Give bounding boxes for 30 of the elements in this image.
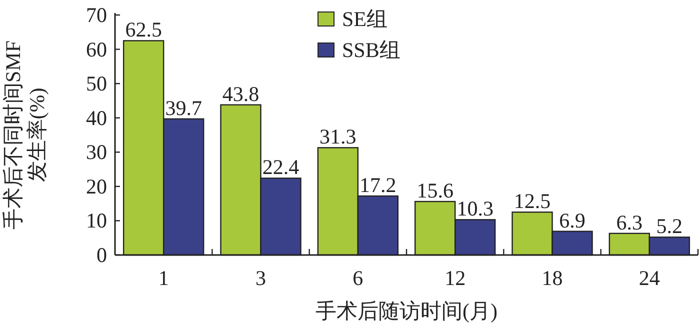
x-tick-label: 3 [256,266,266,290]
x-tick-label: 18 [542,266,563,290]
data-label: 15.6 [416,178,454,203]
data-label: 5.2 [656,214,683,238]
x-tick-label: 12 [444,266,466,290]
y-tick-label: 70 [86,3,107,27]
data-label: 17.2 [360,173,396,198]
x-tick-label: 24 [638,266,660,290]
y-tick-label: 0 [96,243,107,267]
legend-label: SE组 [342,7,388,31]
y-tick-label: 50 [86,72,107,96]
data-label: 6.3 [616,210,643,234]
x-tick-label: 1 [158,266,169,290]
y-axis-title: 手术后不同时间SMF 发生率(%) [1,40,49,230]
y-tick-label: 10 [86,208,107,233]
data-label: 22.4 [262,155,300,180]
y-tick-label: 20 [86,174,107,198]
data-label: 31.3 [320,124,356,149]
data-label: 10.3 [456,196,494,221]
y-tick-label: 30 [86,140,107,164]
data-label: 62.5 [125,18,162,42]
data-label: 12.5 [514,189,551,214]
data-label: 6.9 [559,208,586,232]
y-tick-label: 60 [86,37,107,62]
y-tick-label: 40 [86,106,107,130]
legend-label: SSB组 [342,38,400,62]
x-axis-title: 手术后随访时间(月) [316,299,498,323]
x-tick-label: 6 [352,266,364,290]
data-label: 43.8 [222,82,260,106]
data-label: 39.7 [165,96,202,120]
